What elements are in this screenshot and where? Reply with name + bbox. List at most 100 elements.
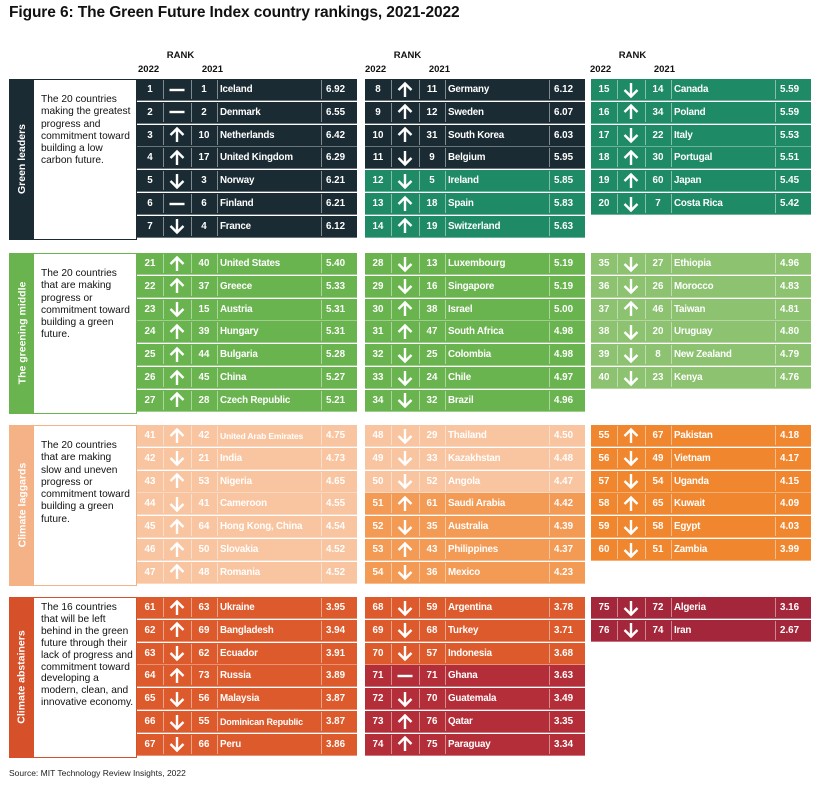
cell-divider <box>645 322 646 342</box>
cell-divider <box>217 494 218 514</box>
cell-divider <box>445 517 446 537</box>
rank-2022: 67 <box>144 738 156 750</box>
table-row: 70 57 Indonesia 3.68 <box>365 642 585 665</box>
country-name: Canada <box>674 84 709 95</box>
cell-divider <box>419 734 420 754</box>
arrow-down-icon <box>391 690 419 708</box>
table-row: 17 22 Italy 5.53 <box>591 124 811 147</box>
arrow-up-icon <box>391 713 419 731</box>
arrow-up-icon <box>617 172 645 190</box>
rank-2022: 45 <box>144 521 156 533</box>
country-name: Bulgaria <box>220 349 258 361</box>
cell-divider <box>617 540 618 559</box>
cell-divider <box>419 171 420 191</box>
cell-divider <box>163 494 164 514</box>
country-name: Australia <box>448 521 489 533</box>
cell-divider <box>391 426 392 445</box>
arrow-up-icon <box>391 126 419 144</box>
arrow-up-icon <box>391 81 419 99</box>
score: 5.51 <box>780 152 800 164</box>
rank-2021: 49 <box>652 452 664 464</box>
cell-divider <box>445 689 446 709</box>
rank-2022: 40 <box>598 372 610 383</box>
cell-divider <box>163 125 164 145</box>
score: 5.19 <box>554 280 574 292</box>
group-name: Climate laggards <box>16 462 28 548</box>
cell-divider <box>419 390 420 410</box>
cell-divider <box>391 368 392 387</box>
cell-divider <box>217 390 218 410</box>
cell-divider <box>321 80 322 99</box>
score: 5.33 <box>326 280 346 292</box>
cell-divider <box>321 517 322 537</box>
dash-icon <box>391 667 419 685</box>
country-name: South Africa <box>448 326 504 338</box>
score: 4.17 <box>780 452 800 464</box>
group-name: The greening middle <box>16 281 28 385</box>
rank-2022: 65 <box>144 693 156 705</box>
cell-divider <box>391 448 392 468</box>
arrow-down-icon <box>391 599 419 617</box>
cell-divider <box>775 598 776 617</box>
cell-divider <box>419 540 420 559</box>
score: 4.23 <box>554 566 574 578</box>
score: 6.21 <box>326 198 346 209</box>
country-name: New Zealand <box>674 349 732 361</box>
cell-divider <box>391 148 392 168</box>
table-row: 44 41 Cameroon 4.55 <box>137 493 357 516</box>
cell-divider <box>617 322 618 342</box>
cell-divider <box>671 517 672 537</box>
group-label-box: Climate laggards The 20 countries that ar… <box>9 425 137 586</box>
table-row: 74 75 Paraguay 3.34 <box>365 733 585 756</box>
score: 4.81 <box>780 303 800 315</box>
cell-divider <box>419 125 420 145</box>
rank-2021: 51 <box>652 544 664 555</box>
rank-2022: 38 <box>598 326 610 338</box>
rank-2022: 62 <box>144 624 156 636</box>
arrow-down-icon <box>391 518 419 536</box>
cell-divider <box>163 322 164 342</box>
cell-divider <box>191 494 192 514</box>
country-name: Thailand <box>448 430 487 441</box>
table-row: 61 63 Ukraine 3.95 <box>137 597 357 619</box>
cell-divider <box>775 620 776 640</box>
rank-header-col3: RANK 2022 2021 <box>590 50 675 75</box>
cell-divider <box>775 80 776 99</box>
arrow-up-icon <box>163 599 191 617</box>
rank-2022: 55 <box>598 430 610 441</box>
cell-divider <box>775 517 776 537</box>
table-row: 10 31 South Korea 6.03 <box>365 124 585 147</box>
table-row: 9 12 Sweden 6.07 <box>365 101 585 124</box>
cell-divider <box>549 494 550 514</box>
country-name: Kenya <box>674 372 703 383</box>
cell-divider <box>321 471 322 491</box>
arrow-down-icon <box>617 323 645 341</box>
cell-divider <box>217 299 218 319</box>
rank-2021: 7 <box>655 198 661 209</box>
score: 3.87 <box>326 693 346 705</box>
cell-divider <box>163 276 164 296</box>
cell-divider <box>445 598 446 617</box>
rank-label: RANK <box>393 50 422 61</box>
arrow-down-icon <box>391 346 419 364</box>
arrow-up-icon <box>617 427 645 445</box>
rank-2021: 69 <box>198 624 210 636</box>
cell-divider <box>321 171 322 191</box>
arrow-up-icon <box>163 369 191 387</box>
cell-divider <box>217 517 218 537</box>
score: 4.37 <box>554 544 574 555</box>
cell-divider <box>671 368 672 387</box>
country-name: Greece <box>220 280 253 292</box>
cell-divider <box>191 562 192 582</box>
cell-divider <box>391 254 392 273</box>
cell-divider <box>217 322 218 342</box>
score: 3.35 <box>554 716 574 727</box>
cell-divider <box>191 689 192 709</box>
group-name-strip: Climate abstainers <box>10 598 34 757</box>
cell-divider <box>217 734 218 754</box>
table-row: 48 29 Thailand 4.50 <box>365 425 585 447</box>
rank-2022: 29 <box>372 280 384 292</box>
cell-divider <box>549 390 550 410</box>
cell-divider <box>391 494 392 514</box>
arrow-down-icon <box>163 495 191 513</box>
